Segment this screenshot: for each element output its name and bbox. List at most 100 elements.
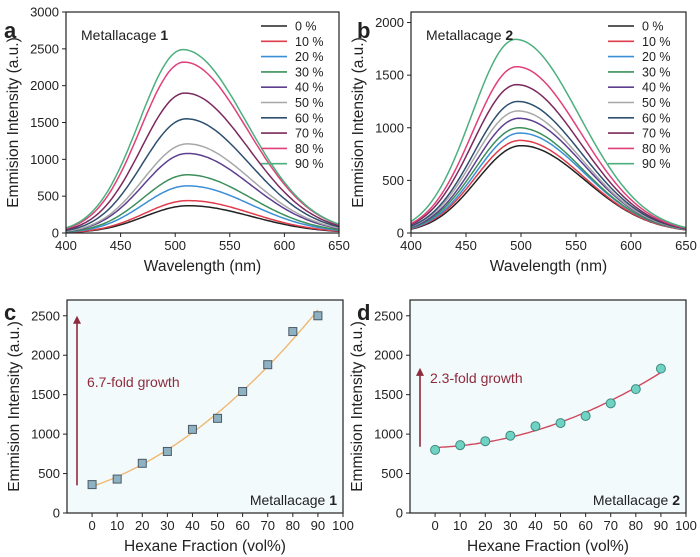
series-line	[65, 92, 340, 231]
y-tick-label: 0	[396, 506, 403, 521]
y-tick-label: 1500	[30, 115, 59, 130]
series-line	[410, 83, 687, 230]
fit-curve	[435, 371, 662, 449]
legend-label: 20 %	[642, 50, 671, 64]
data-point	[455, 440, 466, 451]
series-line	[65, 48, 340, 229]
growth-arrow-head	[73, 315, 81, 324]
x-tick-label: 50	[210, 518, 224, 533]
y-tick-label: 500	[382, 173, 404, 188]
data-point	[430, 444, 441, 455]
panel-letter: a	[4, 18, 17, 43]
metallacage-label-number: 1	[329, 492, 337, 508]
y-tick-label: 2000	[374, 348, 403, 363]
x-tick-label: 650	[328, 238, 350, 253]
x-axis-label: Wavelength (nm)	[144, 258, 261, 275]
x-tick-label: 60	[578, 518, 592, 533]
y-axis-label: Emmision Intensity (a.u.)	[349, 321, 366, 492]
growth-arrow-head	[416, 367, 424, 376]
y-tick-label: 1000	[375, 120, 404, 135]
series-line	[65, 174, 340, 233]
series-line	[65, 204, 340, 234]
x-tick-label: 70	[260, 518, 274, 533]
panel-a: a 400 450 500 550 600 650 0 500 1000 1500 2000 2500 3…	[4, 5, 350, 276]
plot-frame	[65, 11, 340, 234]
x-tick-label: 30	[160, 518, 174, 533]
x-tick-label: 30	[503, 518, 517, 533]
y-tick-label: 500	[38, 466, 60, 481]
legend-label: 90 %	[295, 157, 324, 171]
data-point	[187, 424, 197, 434]
data-point	[313, 311, 323, 321]
y-tick-label: 1000	[30, 152, 59, 167]
series-line	[65, 185, 340, 233]
legend-label: 0 %	[642, 20, 664, 34]
metallacage-label: Metallacage 1	[81, 27, 168, 43]
legend-label: 10 %	[295, 35, 324, 49]
x-tick-label: 40	[528, 518, 542, 533]
y-tick-label: 1500	[375, 68, 404, 83]
fit-curve	[91, 309, 319, 488]
series-line	[65, 143, 340, 232]
x-tick-label: 500	[164, 238, 186, 253]
plot-frame	[410, 11, 687, 234]
x-tick-label: 0	[88, 518, 95, 533]
panel-letter: d	[357, 300, 370, 325]
y-axis-label: Emmision Intensity (a.u.)	[5, 37, 22, 208]
x-tick-label: 100	[675, 518, 697, 533]
x-tick-label: 600	[274, 238, 296, 253]
series-line	[410, 65, 687, 229]
legend-label: 70 %	[295, 127, 324, 141]
plot-frame	[409, 299, 687, 514]
growth-label: 2.3-fold growth	[430, 370, 523, 386]
legend-label: 70 %	[642, 127, 671, 141]
x-tick-label: 600	[620, 238, 642, 253]
legend-label: 30 %	[642, 65, 671, 79]
panel-b: b 400 450 500 550 600 650 0 500 1000 1500 2000 Wavel…	[350, 11, 697, 275]
legend-label: 80 %	[642, 142, 671, 156]
y-tick-label: 2500	[374, 308, 403, 323]
x-tick-label: 20	[478, 518, 492, 533]
x-tick-label: 100	[332, 518, 354, 533]
metallacage-label: Metallacage 1	[250, 492, 337, 508]
x-tick-label: 550	[219, 238, 241, 253]
series-line	[65, 61, 340, 230]
x-tick-label: 10	[453, 518, 467, 533]
metallacage-label-number: 2	[672, 492, 680, 508]
y-axis-label: Emmision Intensity (a.u.)	[6, 321, 23, 492]
series-line	[410, 38, 687, 229]
growth-label: 6.7-fold growth	[87, 374, 180, 390]
series-line	[65, 152, 340, 233]
legend-label: 40 %	[642, 81, 671, 95]
data-point	[530, 421, 541, 432]
x-tick-label: 40	[185, 518, 199, 533]
x-tick-label: 10	[110, 518, 124, 533]
panel-letter: b	[357, 18, 370, 43]
legend-label: 50 %	[642, 96, 671, 110]
data-point	[263, 360, 273, 370]
metallacage-label-number: 1	[160, 27, 168, 43]
x-tick-label: 90	[654, 518, 668, 533]
x-axis-label: Wavelength (nm)	[490, 258, 607, 275]
x-tick-label: 60	[235, 518, 249, 533]
x-tick-label: 90	[311, 518, 325, 533]
x-tick-label: 550	[565, 238, 587, 253]
data-point	[505, 430, 516, 441]
x-axis-label: Hexane Fraction (vol%)	[124, 538, 286, 555]
series-line	[65, 199, 340, 234]
y-tick-label: 1000	[374, 427, 403, 442]
y-tick-label: 0	[53, 506, 60, 521]
metallacage-label-number: 2	[505, 27, 513, 43]
x-tick-label: 80	[629, 518, 643, 533]
series-line	[410, 110, 687, 230]
x-tick-label: 20	[135, 518, 149, 533]
legend-label: 30 %	[295, 65, 324, 79]
metallacage-label-text: Metallacage	[250, 492, 329, 508]
x-tick-label: 400	[400, 238, 422, 253]
y-tick-label: 2500	[31, 308, 60, 323]
data-point	[137, 458, 147, 468]
metallacage-label-text: Metallacage	[426, 27, 505, 43]
y-tick-label: 0	[397, 226, 404, 241]
data-point	[655, 363, 666, 374]
